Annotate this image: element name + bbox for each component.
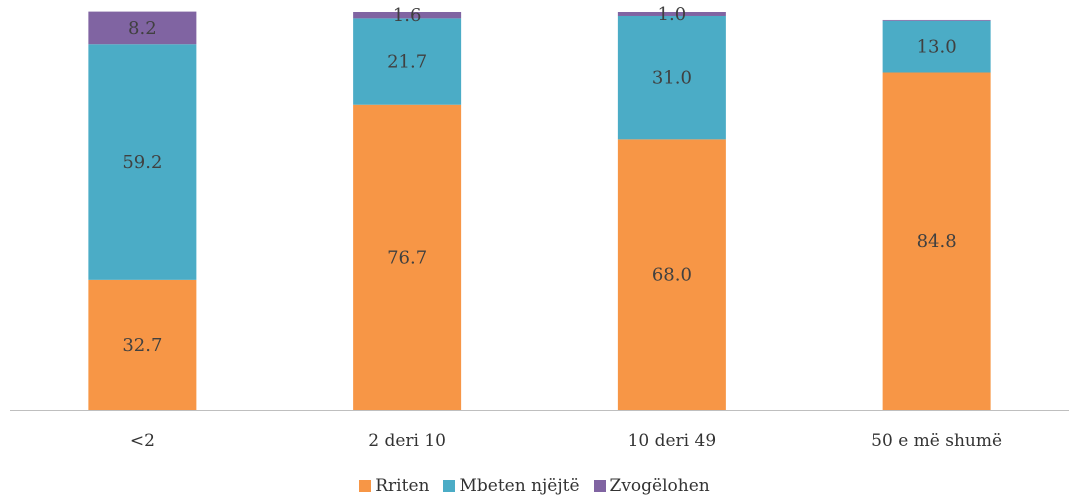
legend-label-zvogelohen: Zvogëlohen (609, 476, 710, 496)
data-label: 59.2 (122, 152, 162, 173)
bar-segment (88, 44, 197, 280)
legend-swatch-rriten (359, 480, 372, 492)
bar-segment (617, 12, 726, 16)
data-label: 76.7 (387, 247, 427, 268)
data-label: 8.2 (128, 18, 157, 39)
data-label: 1.0 (658, 4, 687, 25)
bar-segment (353, 18, 462, 105)
value-labels-layer: 32.7 59.2 8.2 76.7 21.7 1.6 68.0 31.0 1.0 84.8 13.… (122, 4, 956, 356)
bar-segment (617, 139, 726, 411)
bar-segment (88, 11, 197, 45)
bar-segment (882, 19, 991, 21)
data-label: 31.0 (652, 68, 692, 89)
category-label: 50 e më shumë (871, 431, 1002, 451)
legend-item-zvogelohen: Zvogëlohen (593, 476, 710, 496)
category-label: 10 deri 49 (628, 431, 717, 451)
data-label: 1.6 (393, 5, 422, 26)
legend-swatch-zvogelohen (593, 480, 606, 492)
legend-item-mbeten-njejte: Mbeten njëjtë (443, 476, 580, 496)
stacked-bar-chart: 32.7 59.2 8.2 76.7 21.7 1.6 68.0 31.0 1.0 84.8 13.… (10, 4, 1069, 451)
bar-segment (882, 20, 991, 73)
category-labels-layer: <2 2 deri 10 10 deri 49 50 e më shumë (130, 431, 1002, 451)
bar-segment (353, 12, 462, 19)
data-label: 32.7 (122, 335, 162, 356)
legend-swatch-mbeten-njejte (443, 480, 456, 492)
legend: Rriten Mbeten njëjtë Zvogëlohen (0, 476, 1069, 496)
legend-label-rriten: Rriten (375, 476, 430, 496)
data-label: 68.0 (652, 265, 692, 286)
bar-segment (882, 72, 991, 410)
bar-segment (617, 15, 726, 140)
bars-layer (88, 11, 991, 411)
bar-segment (353, 104, 462, 410)
category-label: <2 (130, 431, 155, 451)
legend-label-mbeten-njejte: Mbeten njëjtë (459, 476, 580, 496)
bar-segment (88, 279, 197, 410)
data-label: 84.8 (917, 231, 957, 252)
data-label: 21.7 (387, 52, 427, 73)
legend-item-rriten: Rriten (359, 476, 429, 496)
data-label: 13.0 (917, 37, 957, 58)
category-label: 2 deri 10 (368, 431, 446, 451)
